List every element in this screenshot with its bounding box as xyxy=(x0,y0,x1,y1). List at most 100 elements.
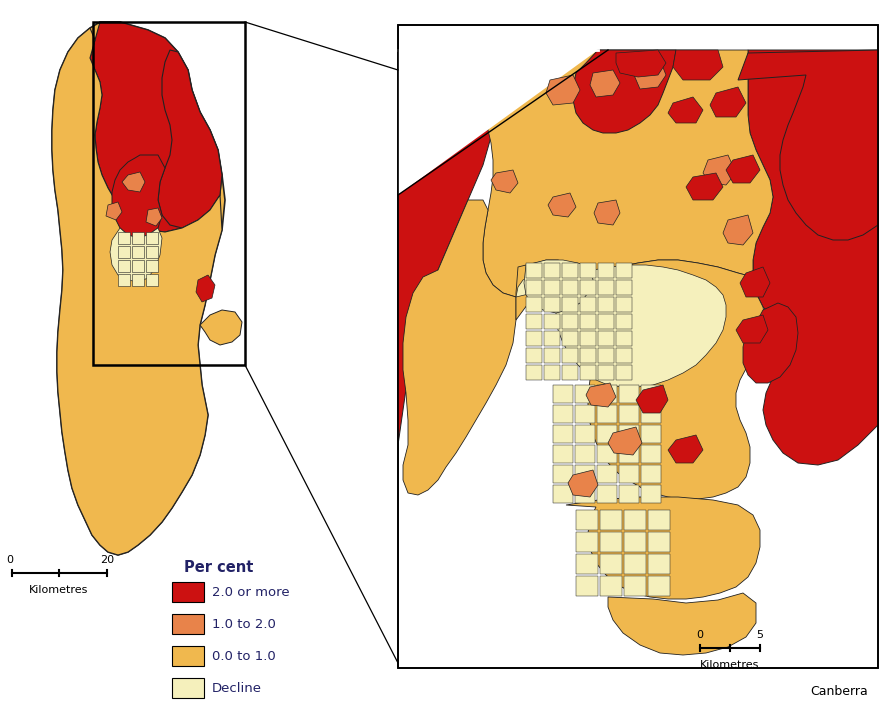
Polygon shape xyxy=(575,465,595,483)
Polygon shape xyxy=(562,280,578,295)
Polygon shape xyxy=(641,485,661,503)
Polygon shape xyxy=(576,510,598,530)
Polygon shape xyxy=(616,297,632,312)
Polygon shape xyxy=(52,28,222,555)
Polygon shape xyxy=(624,554,646,574)
Polygon shape xyxy=(132,246,144,258)
Polygon shape xyxy=(736,315,768,343)
Polygon shape xyxy=(132,274,144,286)
Polygon shape xyxy=(580,314,596,329)
Polygon shape xyxy=(524,260,593,313)
Polygon shape xyxy=(616,280,632,295)
Text: Kilometres: Kilometres xyxy=(700,660,760,670)
Bar xyxy=(398,25,878,668)
Text: Canberra: Canberra xyxy=(810,685,868,698)
Polygon shape xyxy=(553,485,573,503)
Polygon shape xyxy=(146,274,158,286)
Polygon shape xyxy=(196,275,215,302)
Polygon shape xyxy=(544,348,560,363)
Polygon shape xyxy=(52,22,225,555)
Polygon shape xyxy=(553,445,573,463)
Polygon shape xyxy=(146,260,158,272)
Polygon shape xyxy=(568,470,598,497)
Text: 0.0 to 1.0: 0.0 to 1.0 xyxy=(212,649,276,662)
Polygon shape xyxy=(158,50,222,228)
Polygon shape xyxy=(648,532,670,552)
Polygon shape xyxy=(597,425,617,443)
Polygon shape xyxy=(624,576,646,596)
Polygon shape xyxy=(146,246,158,258)
Polygon shape xyxy=(200,310,242,345)
Polygon shape xyxy=(710,87,746,117)
Polygon shape xyxy=(598,280,614,295)
Polygon shape xyxy=(624,510,646,530)
Polygon shape xyxy=(526,280,542,295)
Polygon shape xyxy=(553,385,573,403)
Polygon shape xyxy=(122,172,145,192)
Polygon shape xyxy=(600,532,622,552)
Polygon shape xyxy=(398,50,598,195)
Polygon shape xyxy=(118,274,130,286)
Polygon shape xyxy=(597,385,617,403)
Polygon shape xyxy=(544,297,560,312)
Polygon shape xyxy=(553,405,573,423)
Polygon shape xyxy=(600,510,622,530)
Polygon shape xyxy=(600,554,622,574)
Polygon shape xyxy=(118,232,130,244)
Polygon shape xyxy=(641,425,661,443)
Polygon shape xyxy=(118,260,130,272)
Polygon shape xyxy=(580,348,596,363)
Polygon shape xyxy=(619,485,639,503)
Polygon shape xyxy=(146,232,158,244)
Polygon shape xyxy=(483,50,773,297)
Polygon shape xyxy=(636,385,668,413)
Polygon shape xyxy=(562,314,578,329)
Polygon shape xyxy=(616,50,666,77)
Polygon shape xyxy=(580,280,596,295)
Polygon shape xyxy=(146,208,162,226)
Polygon shape xyxy=(580,331,596,346)
Polygon shape xyxy=(597,485,617,503)
Polygon shape xyxy=(619,445,639,463)
Polygon shape xyxy=(598,331,614,346)
Polygon shape xyxy=(608,593,756,655)
Polygon shape xyxy=(619,465,639,483)
Polygon shape xyxy=(580,365,596,380)
Polygon shape xyxy=(576,532,598,552)
Polygon shape xyxy=(608,427,642,455)
Polygon shape xyxy=(686,173,723,200)
Polygon shape xyxy=(544,263,560,278)
Polygon shape xyxy=(491,170,518,193)
Polygon shape xyxy=(740,267,770,297)
Polygon shape xyxy=(132,260,144,272)
Polygon shape xyxy=(668,97,703,123)
Text: 20: 20 xyxy=(100,555,114,565)
Polygon shape xyxy=(598,297,614,312)
Polygon shape xyxy=(576,554,598,574)
Polygon shape xyxy=(598,314,614,329)
Polygon shape xyxy=(619,425,639,443)
Bar xyxy=(172,646,204,666)
Polygon shape xyxy=(573,50,676,133)
Polygon shape xyxy=(743,303,798,383)
Polygon shape xyxy=(562,348,578,363)
Polygon shape xyxy=(575,425,595,443)
Polygon shape xyxy=(516,260,766,499)
Polygon shape xyxy=(398,75,493,668)
Polygon shape xyxy=(516,265,726,387)
Text: 0: 0 xyxy=(697,630,704,640)
Polygon shape xyxy=(575,405,595,423)
Polygon shape xyxy=(616,365,632,380)
Bar xyxy=(172,678,204,698)
Polygon shape xyxy=(624,532,646,552)
Polygon shape xyxy=(562,331,578,346)
Polygon shape xyxy=(648,510,670,530)
Polygon shape xyxy=(597,465,617,483)
Polygon shape xyxy=(544,314,560,329)
Polygon shape xyxy=(634,60,666,89)
Polygon shape xyxy=(576,576,598,596)
Polygon shape xyxy=(575,485,595,503)
Polygon shape xyxy=(616,331,632,346)
Polygon shape xyxy=(586,383,616,407)
Polygon shape xyxy=(641,445,661,463)
